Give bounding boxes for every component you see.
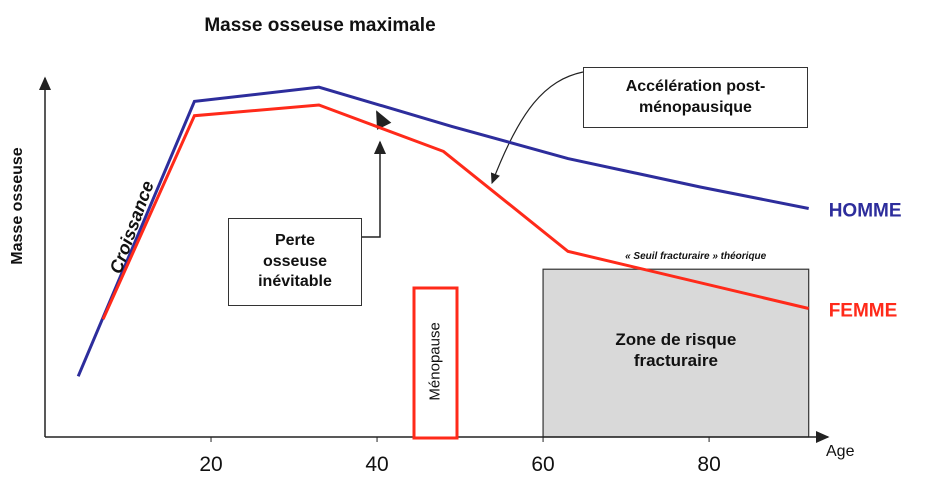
acceleration-box: Accélération post-ménopausique — [583, 67, 808, 128]
x-tick-label: 60 — [531, 453, 554, 476]
series-label: HOMME — [829, 201, 902, 222]
threshold-label: « Seuil fracturaire » théorique — [625, 251, 767, 263]
arrow — [362, 140, 386, 238]
series-line — [101, 103, 810, 320]
menopause-box — [412, 286, 459, 440]
zone-label: Zone de risque fracturaire — [615, 330, 737, 371]
x-tick-label: 40 — [365, 453, 388, 476]
x-axis-label: Age — [826, 443, 855, 460]
loss-box: Perte osseuse inévitable — [228, 218, 362, 306]
series-line — [76, 85, 809, 377]
arrow — [376, 110, 392, 130]
chart-title: Masse osseuse maximale — [204, 15, 436, 36]
y-axis-label: Masse osseuse — [9, 147, 26, 265]
x-tick-label: 80 — [697, 453, 720, 476]
menopause-label: Ménopause — [426, 322, 444, 401]
series-label: FEMME — [829, 300, 898, 321]
x-tick-label: 20 — [199, 453, 222, 476]
arrow — [490, 71, 584, 185]
